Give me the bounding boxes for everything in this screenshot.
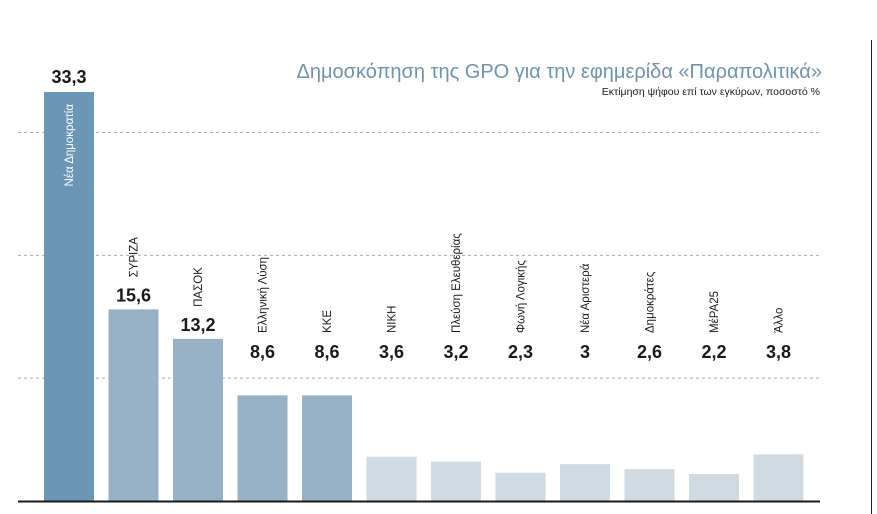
value-label: 15,6 xyxy=(116,285,151,305)
value-label: 2,6 xyxy=(637,342,662,362)
value-label: 8,6 xyxy=(314,342,339,362)
bar xyxy=(366,456,417,501)
category-label: ΝΙΚΗ xyxy=(387,306,399,333)
value-label: 2,2 xyxy=(701,342,726,362)
value-label: 13,2 xyxy=(180,315,215,335)
bars-group xyxy=(44,92,804,501)
bar xyxy=(237,395,288,501)
category-label: ΚΚΕ xyxy=(322,310,334,333)
category-label: Νέα Δημοκρατία xyxy=(64,104,76,187)
bar xyxy=(431,461,481,501)
category-label: Δημοκράτες xyxy=(645,271,657,333)
category-labels-group: Νέα Δημοκρατία ΣΥΡΙΖΑ ΠΑΣΟΚ Ελληνική Λύση ΚΚ… xyxy=(64,104,786,333)
value-labels-group: 33,3 15,6 13,2 8,6 8,6 3,6 3,2 2,3 3 2,6 2,2 3,8 xyxy=(51,67,791,362)
value-label: 33,3 xyxy=(51,67,86,87)
value-label: 3,6 xyxy=(379,342,404,362)
value-label: 3 xyxy=(580,342,590,362)
category-label: Πλεύση Ελευθερίας xyxy=(451,233,463,333)
value-label: 3,2 xyxy=(443,342,468,362)
value-label: 2,3 xyxy=(508,342,533,362)
bar xyxy=(689,473,739,501)
bar xyxy=(173,338,223,501)
category-label: ΜέΡΑ25 xyxy=(709,291,721,333)
bar xyxy=(44,92,94,501)
bar xyxy=(108,309,159,501)
category-label: Φωνή Λογικής xyxy=(516,260,528,333)
chart-title: Δημοσκόπηση της GPO για την εφημερίδα «Π… xyxy=(297,61,822,83)
category-label: Ελληνική Λύση xyxy=(258,257,270,333)
bar xyxy=(624,469,675,501)
bar xyxy=(302,395,352,501)
value-label: 8,6 xyxy=(250,342,275,362)
category-label: ΣΥΡΙΖΑ xyxy=(129,237,141,278)
category-label: Νέα Αριστερά xyxy=(580,263,592,333)
bar xyxy=(560,464,610,501)
category-label: ΠΑΣΟΚ xyxy=(193,267,205,307)
chart-subtitle: Εκτίμηση ψήφου επί των εγκύρων, ποσοστό … xyxy=(602,86,820,98)
bar xyxy=(495,472,546,501)
category-label: Άλλο xyxy=(774,308,786,333)
bar xyxy=(753,454,804,501)
column-divider xyxy=(871,40,872,514)
value-label: 3,8 xyxy=(766,342,791,362)
